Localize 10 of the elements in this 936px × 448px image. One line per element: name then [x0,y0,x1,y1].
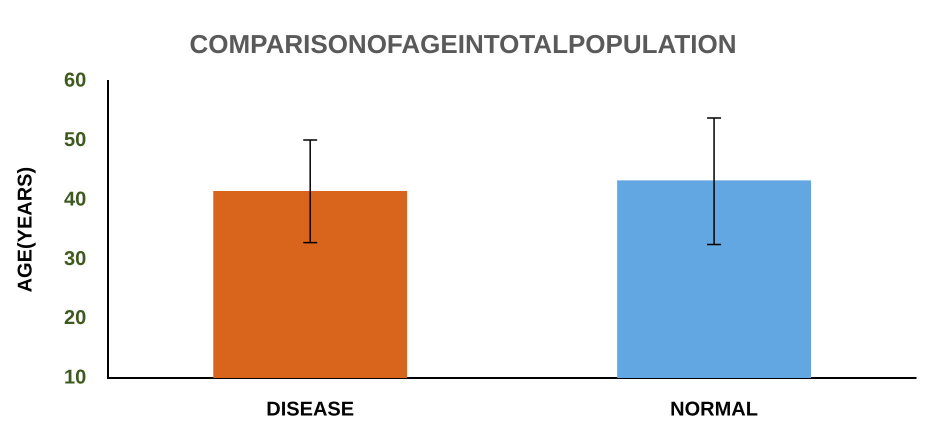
y-tick-label: 10 [64,366,86,389]
x-tick-label: NORMAL [670,398,758,421]
y-tick-label: 50 [64,129,86,152]
y-tick-label: 20 [64,307,86,330]
y-tick-label: 30 [64,248,86,270]
x-tick-label: DISEASE [266,398,354,421]
y-axis-title: AGE(YEARS) [14,166,37,292]
y-tick-label: 40 [64,188,86,210]
chart-title: COMPARISONOFAGEINTOTALPOPULATION [190,28,736,59]
y-tick-label: 60 [64,70,86,92]
